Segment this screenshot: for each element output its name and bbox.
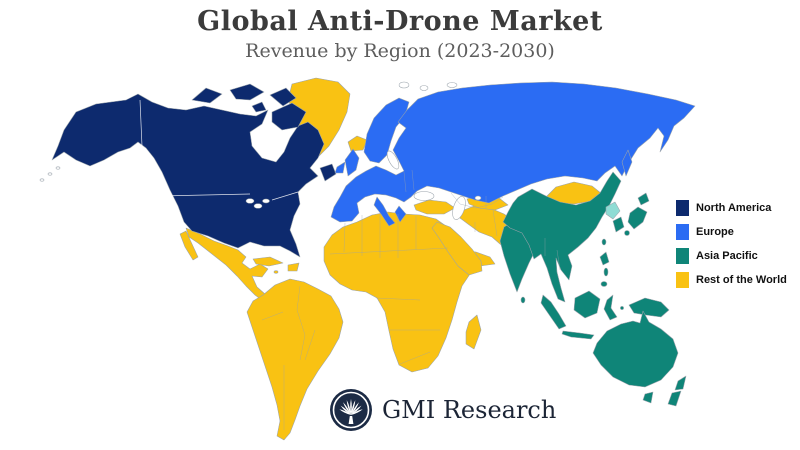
legend-label-north-america: North America: [696, 202, 772, 214]
map-europe-russia: [330, 81, 696, 223]
legend-swatch-north-america: [676, 200, 689, 216]
map-arabia: [431, 221, 483, 276]
page-subtitle: Revenue by Region (2023-2030): [245, 40, 555, 62]
legend-label-asia-pacific: Asia Pacific: [696, 250, 758, 262]
map-arctic-islands: [191, 83, 307, 131]
map-philippines: [599, 251, 610, 266]
map-italy: [373, 196, 396, 227]
legend-label-europe: Europe: [696, 226, 734, 238]
page-title: Global Anti-Drone Market: [197, 6, 603, 37]
legend-swatch-asia-pacific: [676, 248, 689, 264]
map-ireland: [334, 161, 346, 174]
map-mindanao: [600, 281, 608, 287]
map-newfoundland: [319, 163, 337, 182]
map-inner-borders: [261, 169, 561, 430]
legend-item-asia-pacific: Asia Pacific: [676, 248, 787, 264]
palm-icon: [339, 399, 363, 424]
map-africa: [323, 211, 496, 373]
map-sri-lanka: [520, 296, 526, 304]
map-sumatra: [540, 294, 567, 330]
legend-swatch-rest-of-world: [676, 272, 689, 288]
map-turkey: [413, 199, 456, 215]
map-sakhalin: [621, 149, 633, 177]
map-iceland: [347, 135, 368, 152]
map-greece: [394, 205, 407, 223]
map-north-korea: [605, 201, 621, 220]
gmi-logo-text: GMI Research: [382, 396, 557, 424]
gmi-logo: GMI Research: [329, 388, 556, 432]
map-china-indochina: [502, 171, 622, 303]
map-sulawesi: [603, 294, 618, 321]
map-madagascar: [465, 314, 482, 350]
map-baja: [179, 230, 199, 261]
map-philippines-south: [603, 267, 609, 277]
map-new-guinea: [628, 297, 670, 318]
map-kyushu: [624, 230, 630, 236]
region-north-america: [51, 83, 337, 258]
gmi-logo-emblem: [330, 389, 372, 431]
legend-item-rest-of-world: Rest of the World: [676, 272, 787, 288]
map-britain: [344, 148, 360, 177]
legend-item-europe: Europe: [676, 224, 787, 240]
map-jamaica: [273, 270, 279, 274]
map-taiwan: [601, 238, 607, 246]
map-mexico-central-america: [185, 227, 278, 308]
legend-item-north-america: North America: [676, 200, 787, 216]
map-cuba: [252, 256, 284, 267]
legend: North America Europe Asia Pacific Rest o…: [676, 200, 787, 296]
map-sea-overlays: [245, 150, 482, 220]
map-south-america: [246, 278, 344, 441]
map-tasmania: [642, 391, 654, 404]
map-us-canada-border: [139, 99, 299, 201]
map-java: [561, 330, 595, 340]
legend-label-rest-of-world: Rest of the World: [696, 274, 787, 286]
map-australia: [592, 310, 679, 388]
map-hispaniola: [287, 262, 300, 272]
region-europe: [330, 81, 696, 227]
map-moluccas: [620, 306, 624, 310]
map-south-korea: [612, 216, 625, 233]
map-outline-islands: [39, 81, 458, 182]
map-new-zealand: [667, 375, 687, 407]
legend-swatch-europe: [676, 224, 689, 240]
map-japan: [627, 192, 650, 230]
region-asia-pacific: [499, 171, 687, 407]
map-borneo: [573, 290, 601, 319]
